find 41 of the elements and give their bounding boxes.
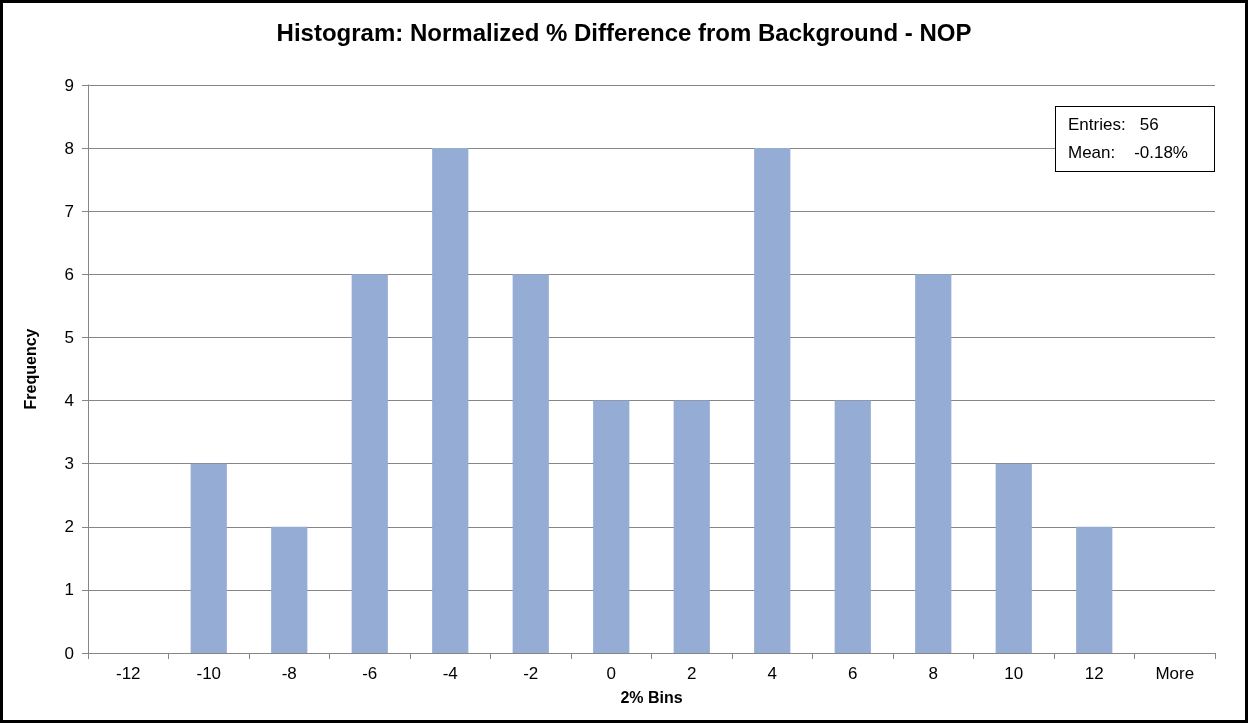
y-tick-label: 0 xyxy=(64,643,74,663)
chart-title: Histogram: Normalized % Difference from Background - NOP xyxy=(276,18,972,46)
bar xyxy=(834,400,871,653)
x-tick-label: -4 xyxy=(442,664,458,683)
x-tick-label: 8 xyxy=(928,664,938,683)
y-tick-label: 2 xyxy=(64,517,74,537)
bar xyxy=(593,400,630,653)
x-tick-label: 4 xyxy=(767,664,777,683)
bar xyxy=(271,526,308,653)
y-tick-label: 6 xyxy=(64,264,74,284)
bar xyxy=(432,148,469,653)
x-tick-label: 0 xyxy=(606,664,616,683)
x-tick-label: -6 xyxy=(362,664,378,683)
x-tick-label: -8 xyxy=(281,664,297,683)
annotation: Entries: 56 xyxy=(1067,114,1160,136)
x-tick-label: 2 xyxy=(687,664,697,683)
annotation: Mean: -0.18% xyxy=(1067,142,1188,164)
x-tick-label: -2 xyxy=(523,664,539,683)
x-tick-label: 10 xyxy=(1004,664,1024,683)
x-tick-label: 6 xyxy=(848,664,858,683)
x-tick-label: -12 xyxy=(115,664,141,683)
bar xyxy=(512,274,549,653)
bar xyxy=(351,274,388,653)
bar xyxy=(1076,526,1113,653)
y-tick-label: 1 xyxy=(64,580,74,600)
y-tick-label: 3 xyxy=(64,454,74,474)
bar xyxy=(995,463,1032,653)
y-tick-label: 5 xyxy=(64,327,74,347)
y-tick-label: 7 xyxy=(64,201,74,221)
bar xyxy=(754,148,791,653)
y-axis-title: Frequency xyxy=(21,328,39,410)
x-tick-label: -10 xyxy=(196,664,222,683)
bar xyxy=(190,463,227,653)
y-tick-label: 8 xyxy=(64,138,74,158)
bar xyxy=(915,274,952,653)
y-tick-label: 9 xyxy=(64,75,74,95)
x-tick-label: More xyxy=(1155,664,1195,683)
x-tick-label: 12 xyxy=(1084,664,1104,683)
x-axis-title: 2% Bins xyxy=(620,688,683,706)
y-tick-label: 4 xyxy=(64,391,74,411)
bar xyxy=(673,400,710,653)
